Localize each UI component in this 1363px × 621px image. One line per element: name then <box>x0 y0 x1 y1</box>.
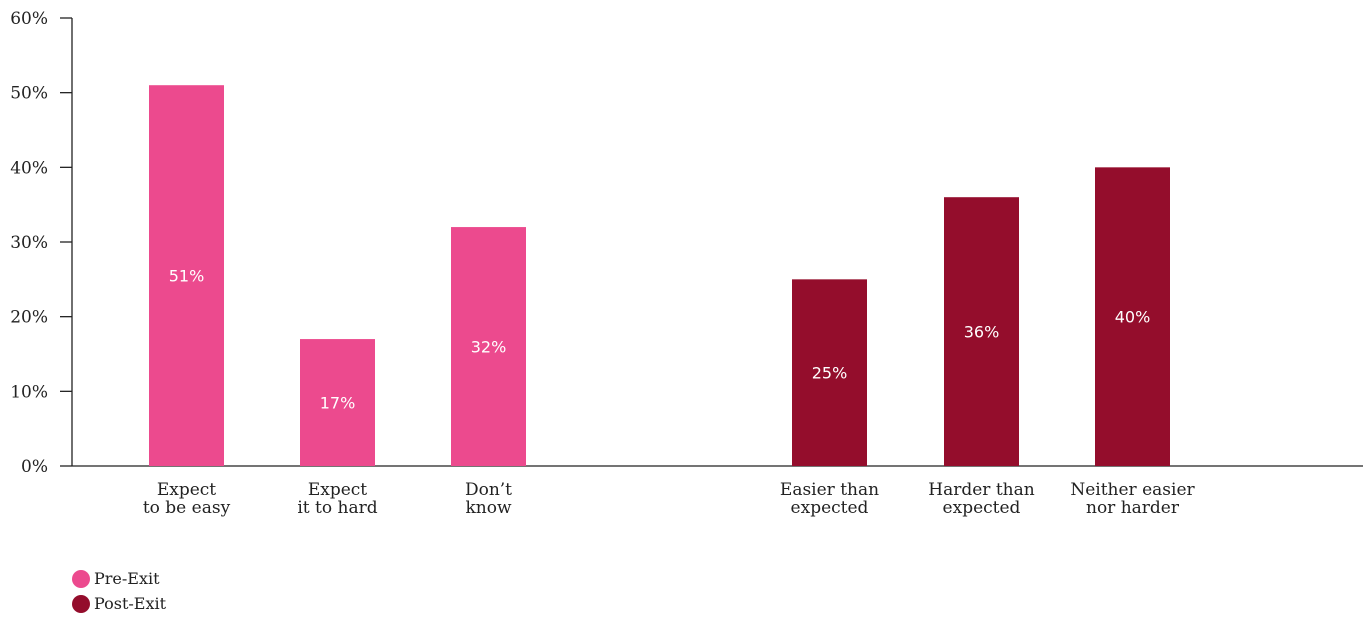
category-label-line: Harder than <box>928 480 1034 500</box>
bar <box>1095 167 1170 467</box>
category-label-line: Don’t <box>465 480 512 500</box>
bar <box>451 227 526 466</box>
bar-value-label: 32% <box>471 338 507 357</box>
y-tick-label: 10% <box>10 382 48 402</box>
category-label-line: to be easy <box>143 498 231 518</box>
bar-value-label: 17% <box>320 394 356 413</box>
category-label: Neither easier nor harder <box>1070 480 1195 518</box>
category-label-line: Neither easier <box>1070 480 1195 500</box>
bar-chart: 0%10%20%30%40%50%60%51%Expect to be easy1… <box>10 9 1363 518</box>
category-label-line: Expect <box>157 480 216 500</box>
legend-swatch-post-exit <box>72 594 90 613</box>
legend-label-post-exit: Post-Exit <box>94 594 167 613</box>
y-tick-label: 20% <box>10 308 48 328</box>
category-label: Expect it to hard <box>297 480 377 518</box>
category-label-line: it to hard <box>297 498 377 518</box>
category-label-line: Easier than <box>780 480 879 500</box>
bar-value-label: 36% <box>964 323 1000 342</box>
legend-label-pre-exit: Pre-Exit <box>94 569 160 588</box>
legend-item-pre-exit: Pre-Exit <box>72 566 166 591</box>
bar <box>300 339 375 466</box>
category-label-line: Expect <box>308 480 367 500</box>
y-tick-label: 60% <box>10 9 48 29</box>
category-label: Expect to be easy <box>143 480 231 518</box>
category-label-line: know <box>465 498 511 518</box>
legend-item-post-exit: Post-Exit <box>72 591 166 616</box>
y-tick-label: 0% <box>21 457 48 477</box>
y-tick-label: 30% <box>10 233 48 253</box>
category-label-line: expected <box>791 498 869 518</box>
bar-value-label: 25% <box>812 364 848 383</box>
bar <box>149 85 224 466</box>
category-label: Harder than expected <box>928 480 1034 518</box>
category-label-line: expected <box>943 498 1021 518</box>
category-label: Don’t know <box>465 480 512 518</box>
bar-value-label: 40% <box>1115 308 1151 327</box>
category-label: Easier than expected <box>780 480 879 518</box>
bar <box>792 279 867 466</box>
y-tick-label: 40% <box>10 158 48 178</box>
y-tick-label: 50% <box>10 84 48 104</box>
bar <box>944 197 1019 466</box>
category-label-line: nor harder <box>1086 498 1180 518</box>
legend-swatch-pre-exit <box>72 569 90 588</box>
bar-value-label: 51% <box>169 267 205 286</box>
legend: Pre-Exit Post-Exit <box>72 566 166 616</box>
